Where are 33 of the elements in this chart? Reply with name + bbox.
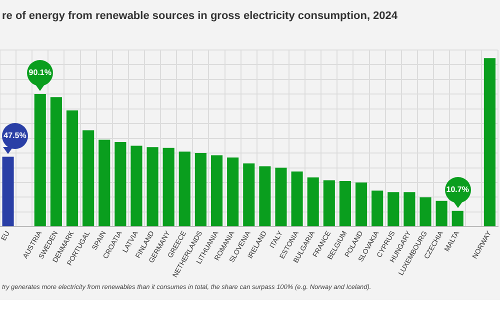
bar [404,192,416,226]
bar [355,182,368,226]
bar [34,94,46,226]
bar [243,163,255,226]
bar [259,166,271,226]
bar [82,130,94,226]
bar [210,155,223,226]
data-label: 10.7% [445,184,470,195]
bar [98,140,110,226]
bar [275,168,287,226]
bar [388,192,400,226]
bar [323,180,335,226]
bar [339,181,351,226]
bar [114,142,126,226]
bar [162,148,174,226]
bar [452,210,464,226]
bar [372,190,384,226]
data-label: 90.1% [28,68,52,78]
bar [2,156,14,226]
bar [66,110,78,226]
bar [291,171,303,226]
data-label: 47.5% [2,130,28,141]
bar [484,58,496,226]
bar [130,146,142,226]
bar [50,97,62,226]
bar [307,177,319,226]
bar [194,153,206,226]
bar [436,200,448,226]
bar [178,152,190,226]
bar [146,147,158,226]
chart-title: re of energy from renewable sources in gross electricity consumption, 2024 [2,10,398,22]
bar [227,157,239,226]
bar [420,197,432,226]
